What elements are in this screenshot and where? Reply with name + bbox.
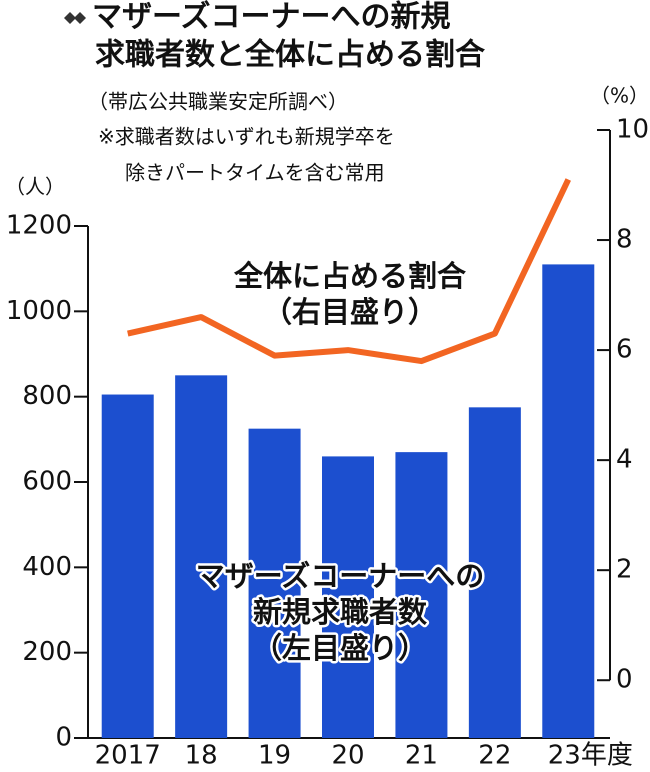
title-icon: [64, 12, 86, 24]
y-tick-label: 800: [22, 381, 72, 411]
series-label: （右目盛り）: [263, 295, 437, 329]
y-tick-label: 600: [22, 467, 72, 497]
bar: [101, 394, 154, 738]
series-label: （左目盛り）: [253, 631, 427, 665]
note: 除きパートタイムを含む常用: [125, 161, 385, 185]
chart-title: マザーズコーナーへの新規: [92, 0, 451, 35]
chart-title: 求職者数と全体に占める割合: [95, 38, 485, 73]
y-tick-label: 1200: [6, 211, 72, 241]
x-tick-label: 2017: [95, 741, 161, 771]
x-tick-label: 18: [185, 741, 218, 771]
bar: [248, 428, 301, 738]
subtitle: （帯広公共職業安定所調べ）: [88, 90, 348, 114]
y-tick-label: 200: [22, 637, 72, 667]
series-label: 全体に占める割合: [233, 259, 466, 293]
x-tick-label: 23年度: [548, 741, 633, 771]
bar: [542, 264, 595, 738]
y2-tick-label: 2: [616, 555, 633, 585]
y-tick-label: 1000: [6, 296, 72, 326]
y2-tick-label: 10: [616, 115, 649, 145]
series-label: マザーズコーナーへの: [196, 559, 485, 593]
note: ※求職者数はいずれも新規学卒を: [98, 125, 395, 149]
y2-axis-unit: （%）: [590, 84, 649, 108]
x-tick-label: 19: [258, 741, 291, 771]
x-tick-label: 21: [405, 741, 438, 771]
line: [127, 178, 571, 365]
y2-tick-label: 4: [616, 445, 633, 475]
y-tick-label: 0: [55, 723, 72, 753]
y-tick-label: 400: [22, 552, 72, 582]
series-label: 新規求職者数: [253, 595, 428, 629]
y2-tick-label: 8: [616, 225, 633, 255]
bar: [468, 407, 521, 738]
bar: [175, 375, 228, 738]
x-tick-label: 20: [331, 741, 364, 771]
x-tick-label: 22: [478, 741, 511, 771]
bar: [322, 456, 374, 738]
y-axis-unit: （人）: [5, 175, 65, 199]
bar: [395, 452, 448, 738]
y2-tick-label: 0: [616, 665, 633, 695]
y2-tick-label: 6: [616, 335, 633, 365]
